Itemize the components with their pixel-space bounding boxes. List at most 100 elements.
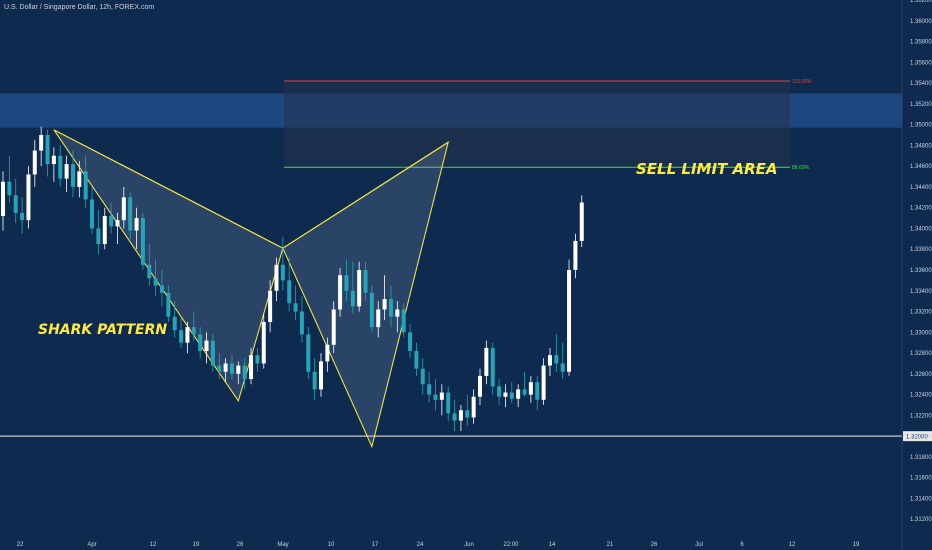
candle — [528, 375, 533, 403]
candle — [121, 186, 126, 229]
candle — [516, 384, 521, 408]
candle — [350, 261, 355, 314]
x-tick-label: 19 — [193, 542, 200, 548]
candle — [490, 342, 495, 395]
candle — [7, 155, 12, 203]
candle — [45, 129, 50, 177]
candle — [147, 244, 152, 286]
candle — [83, 155, 88, 208]
candle — [497, 379, 502, 405]
x-tick-label: 14 — [549, 542, 556, 548]
x-tick-label: 19 — [853, 542, 860, 548]
candle — [478, 368, 482, 405]
x-tick-label: 26 — [651, 542, 658, 548]
candle — [96, 209, 101, 255]
candle — [522, 371, 527, 397]
pattern-layer — [53, 129, 450, 449]
y-tick-label: 1.31200 — [910, 517, 932, 523]
candle — [382, 275, 387, 320]
candle — [484, 340, 489, 385]
candle — [210, 334, 215, 372]
y-tick-label: 1.33000 — [910, 330, 932, 336]
candle — [140, 212, 145, 270]
candle — [535, 375, 540, 411]
shark-pattern-label: SHARK PATTERN — [38, 322, 167, 338]
y-tick-label: 1.34200 — [910, 206, 932, 212]
candle — [223, 358, 228, 383]
candle — [287, 257, 292, 312]
y-tick-label: 1.32600 — [910, 372, 932, 378]
candle — [90, 186, 95, 234]
x-tick-label: 6 — [740, 542, 744, 548]
candle — [191, 311, 196, 341]
candle — [20, 197, 25, 234]
y-tick-label: 1.35200 — [910, 102, 932, 108]
candle — [77, 160, 82, 198]
candle — [376, 301, 381, 338]
y-tick-label: 1.31400 — [910, 496, 932, 502]
candle — [26, 166, 31, 229]
candle — [401, 303, 406, 338]
candle — [166, 285, 171, 322]
y-tick-label: 1.31600 — [910, 476, 932, 482]
candle — [471, 389, 476, 424]
candle — [458, 405, 463, 431]
axis-layer: 1.36200 1.36000 1.35800 1.35600 1.35400 1.352… — [17, 0, 932, 550]
candle — [439, 384, 444, 416]
y-tick-label: 1.32800 — [910, 351, 932, 357]
candle — [567, 259, 572, 376]
candle — [13, 178, 18, 224]
candle — [280, 236, 285, 291]
candle — [32, 140, 37, 187]
candle — [452, 399, 457, 431]
candle — [306, 327, 311, 380]
y-tick-label: 1.34600 — [910, 164, 932, 170]
candle — [414, 342, 419, 376]
candle — [64, 155, 69, 193]
level-886-label: 88.60% — [792, 165, 810, 171]
y-tick-label: 1.36000 — [910, 19, 932, 25]
candle — [217, 353, 222, 380]
candle — [408, 324, 413, 359]
x-tick-label: May — [277, 542, 288, 548]
y-tick-label: 1.32400 — [910, 393, 932, 399]
candle — [58, 145, 63, 187]
candle — [363, 261, 368, 302]
candle — [560, 342, 565, 380]
candle — [299, 295, 304, 343]
candle — [274, 257, 279, 302]
candle — [293, 285, 298, 320]
support-price-text: 1.32000 — [906, 435, 928, 441]
candle — [128, 192, 133, 239]
x-tick-label: 21 — [607, 542, 614, 548]
pattern-leg-xb — [53, 129, 284, 249]
candle — [344, 259, 349, 302]
x-tick-label: 10 — [328, 542, 335, 548]
candle — [198, 327, 203, 359]
x-tick-label: Jul — [695, 542, 703, 548]
candle — [395, 301, 400, 333]
y-tick-label: 1.35600 — [910, 60, 932, 66]
y-tick-label: 1.32000 — [910, 434, 932, 440]
candle — [579, 195, 584, 248]
candle — [179, 316, 184, 348]
x-tick-label: 17 — [372, 542, 379, 548]
candle — [319, 353, 323, 397]
support-price-tag — [903, 431, 932, 442]
candle — [325, 337, 330, 372]
level-layer: 115.00% 88.60% 1.32000 — [0, 79, 932, 442]
candle — [268, 280, 273, 333]
candle — [388, 285, 393, 328]
candle-layer — [1, 126, 584, 431]
candle — [134, 207, 139, 250]
y-tick-label: 1.33800 — [910, 247, 932, 253]
candle — [102, 207, 107, 250]
y-tick-label: 1.35000 — [910, 123, 932, 129]
candle — [573, 233, 578, 279]
x-tick-label: 22:00 — [503, 542, 519, 548]
y-tick-label: 1.33400 — [910, 289, 932, 295]
y-tick-label: 1.33600 — [910, 268, 932, 274]
candle — [172, 301, 177, 338]
